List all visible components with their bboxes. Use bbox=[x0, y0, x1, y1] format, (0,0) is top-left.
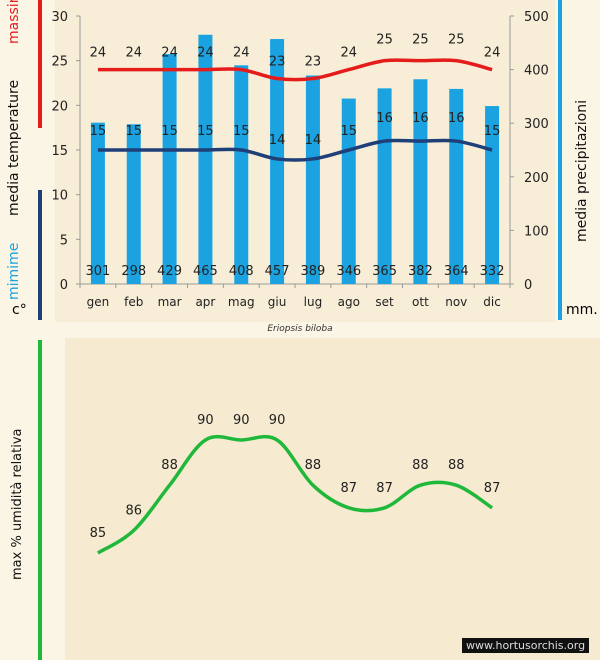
point-label-max: 24 bbox=[125, 46, 142, 61]
point-label-max: 23 bbox=[305, 55, 322, 70]
x-tick-label-ott: ott bbox=[412, 295, 429, 309]
x-tick-label-lug: lug bbox=[304, 295, 323, 309]
bar-label: 429 bbox=[157, 264, 182, 279]
right-tick-label: 200 bbox=[524, 171, 549, 186]
label-mm: mm. bbox=[566, 302, 598, 318]
x-tick-label-giu: giu bbox=[268, 295, 287, 309]
right-tick-label: 0 bbox=[524, 278, 532, 293]
point-label-umidita: 87 bbox=[340, 481, 357, 496]
bar-apr bbox=[198, 34, 213, 285]
x-tick-label-feb: feb bbox=[124, 295, 143, 309]
x-tick-label-gen: gen bbox=[87, 295, 110, 309]
bar-label: 465 bbox=[193, 264, 218, 279]
x-tick-label-dic: dic bbox=[483, 295, 501, 309]
left-tick-label: 20 bbox=[51, 99, 68, 114]
point-label-min: 15 bbox=[233, 124, 250, 139]
bar-label: 389 bbox=[301, 264, 326, 279]
right-tick-label: 300 bbox=[524, 117, 549, 132]
point-label-min: 15 bbox=[484, 124, 501, 139]
bar-gen bbox=[90, 122, 105, 284]
point-label-umidita: 88 bbox=[305, 458, 322, 473]
x-tick-label-set: set bbox=[375, 295, 394, 309]
point-label-umidita: 86 bbox=[125, 503, 142, 518]
label-massime: massime bbox=[6, 0, 22, 44]
label-mimime: mimime bbox=[6, 242, 22, 300]
label-celsius: c° bbox=[12, 302, 27, 318]
right-tick-label: 100 bbox=[524, 224, 549, 239]
x-tick-label-apr: apr bbox=[195, 295, 215, 309]
label-media-temperature: media temperature bbox=[6, 79, 22, 216]
left-tick-label: 5 bbox=[60, 233, 68, 248]
point-label-max: 24 bbox=[233, 46, 250, 61]
bar-giu bbox=[270, 39, 285, 284]
point-label-min: 15 bbox=[90, 124, 107, 139]
bar-nov bbox=[449, 88, 464, 285]
point-label-max: 24 bbox=[197, 46, 214, 61]
point-label-max: 25 bbox=[448, 33, 465, 48]
left-tick-label: 25 bbox=[51, 55, 68, 70]
label-media-precipitazioni: media precipitazioni bbox=[574, 99, 590, 242]
point-label-min: 15 bbox=[125, 124, 142, 139]
point-label-max: 24 bbox=[340, 46, 357, 61]
bar-ago bbox=[341, 98, 356, 284]
point-label-umidita: 90 bbox=[269, 413, 286, 428]
bar-label: 298 bbox=[121, 264, 146, 279]
bar-mag bbox=[234, 65, 249, 284]
line-umidita bbox=[96, 434, 494, 555]
bar-label: 382 bbox=[408, 264, 433, 279]
point-label-max: 24 bbox=[484, 46, 501, 61]
bar-label: 457 bbox=[265, 264, 290, 279]
bar-label: 365 bbox=[372, 264, 397, 279]
point-label-max: 24 bbox=[90, 46, 107, 61]
point-label-umidita: 90 bbox=[233, 413, 250, 428]
line-max bbox=[97, 58, 493, 82]
caption: Eriopsis biloba bbox=[267, 324, 333, 334]
point-label-max: 25 bbox=[412, 33, 429, 48]
point-label-min: 15 bbox=[161, 124, 178, 139]
x-tick-label-mar: mar bbox=[158, 295, 182, 309]
point-label-min: 16 bbox=[412, 111, 429, 126]
point-label-min: 15 bbox=[340, 124, 357, 139]
watermark: www.hortusorchis.org bbox=[462, 638, 590, 653]
point-label-umidita: 88 bbox=[412, 458, 429, 473]
bar-label: 408 bbox=[229, 264, 254, 279]
bar-lug bbox=[305, 75, 320, 284]
left-tick-label: 15 bbox=[51, 144, 68, 159]
bar-label: 364 bbox=[444, 264, 469, 279]
point-label-max: 25 bbox=[376, 33, 393, 48]
right-tick-label: 500 bbox=[524, 10, 549, 25]
x-tick-label-nov: nov bbox=[445, 295, 467, 309]
point-label-umidita: 88 bbox=[448, 458, 465, 473]
point-label-min: 16 bbox=[448, 111, 465, 126]
point-label-max: 24 bbox=[161, 46, 178, 61]
point-label-min: 14 bbox=[305, 133, 322, 148]
left-tick-label: 0 bbox=[60, 278, 68, 293]
bar-feb bbox=[126, 124, 141, 284]
x-tick-label-ago: ago bbox=[338, 295, 360, 309]
point-label-min: 14 bbox=[269, 133, 286, 148]
point-label-min: 15 bbox=[197, 124, 214, 139]
bar-ott bbox=[413, 79, 428, 284]
point-label-umidita: 90 bbox=[197, 413, 214, 428]
point-label-min: 16 bbox=[376, 111, 393, 126]
left-tick-label: 10 bbox=[51, 189, 68, 204]
bar-mar bbox=[162, 54, 177, 284]
bar-label: 332 bbox=[480, 264, 505, 279]
bar-set bbox=[377, 88, 392, 284]
label-umidita: max % umidità relativa bbox=[10, 428, 25, 580]
point-label-max: 23 bbox=[269, 55, 286, 70]
point-label-umidita: 85 bbox=[90, 526, 107, 541]
left-tick-label: 30 bbox=[51, 10, 68, 25]
line-min bbox=[97, 138, 493, 162]
point-label-umidita: 87 bbox=[484, 481, 501, 496]
bar-label: 301 bbox=[86, 264, 111, 279]
point-label-umidita: 88 bbox=[161, 458, 178, 473]
bar-label: 346 bbox=[336, 264, 361, 279]
x-tick-label-mag: mag bbox=[228, 295, 255, 309]
point-label-umidita: 87 bbox=[376, 481, 393, 496]
right-tick-label: 400 bbox=[524, 64, 549, 79]
